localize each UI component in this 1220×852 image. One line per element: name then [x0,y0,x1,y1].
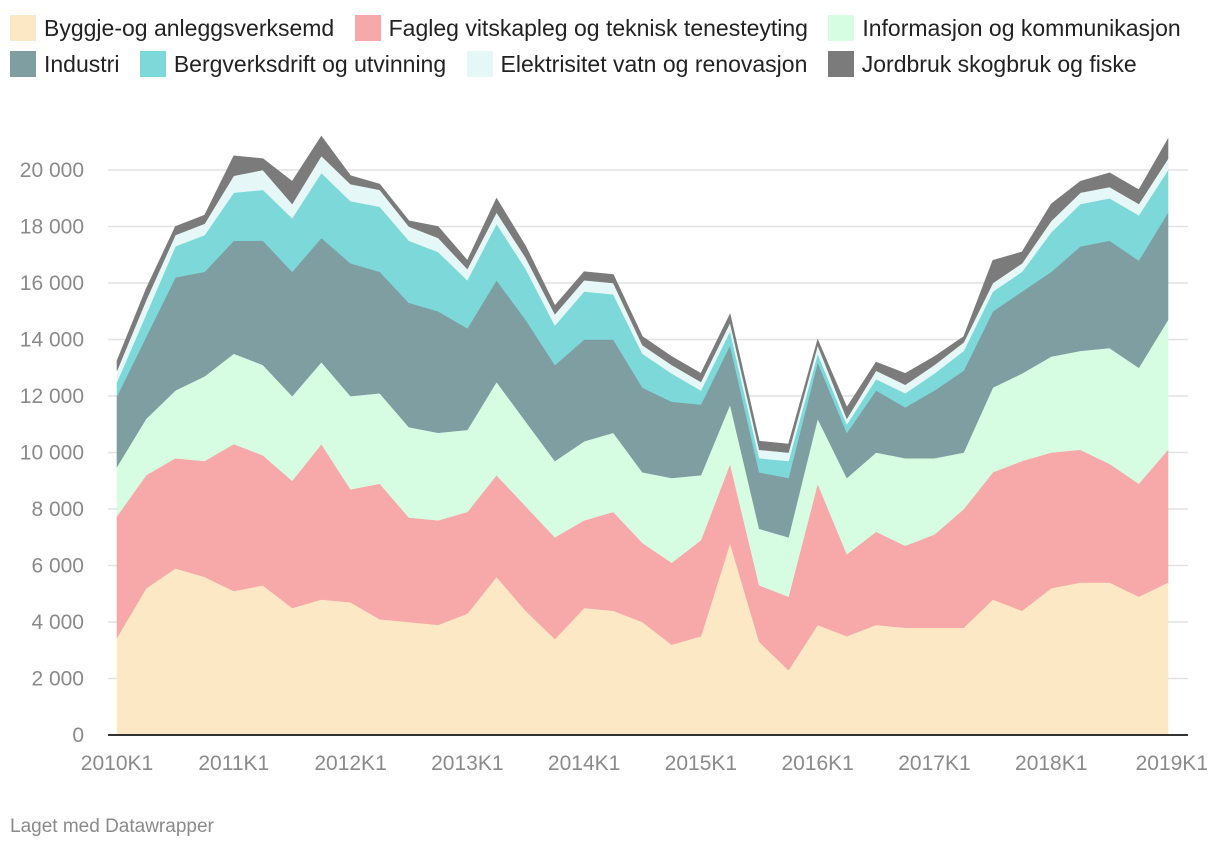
legend-item: Byggje-og anleggsverksemd [10,15,334,41]
legend-item: Elektrisitet vatn og renovasjon [466,51,808,77]
axes: 0 2 000 4 000 6 000 8 000 10 000 12 000 14 000 1… [20,159,1208,775]
x-tick-label: 2015K1 [665,752,737,775]
legend-swatch [10,15,36,41]
legend-swatch [10,51,36,77]
y-tick-label: 8 000 [31,498,84,521]
y-tick-label: 4 000 [31,611,84,634]
x-tick-label: 2013K1 [431,752,503,775]
x-tick-label: 2017K1 [898,752,970,775]
y-tick-label: 6 000 [31,555,84,578]
legend-item: Informasjon og kommunikasjon [828,15,1181,41]
y-tick-label: 10 000 [20,442,84,465]
legend-swatch [466,51,493,77]
legend-label: Bergverksdrift og utvinning [173,51,447,77]
area-series [116,135,1169,453]
credit-text: Laget med Datawrapper [10,816,214,837]
x-tick-label: 2011K1 [198,752,269,775]
legend-label: Elektrisitet vatn og renovasjon [500,51,808,77]
y-tick-label: 16 000 [20,272,84,295]
y-tick-label: 12 000 [20,385,84,408]
x-tick-label: 2018K1 [1015,752,1087,775]
legend-label: Fagleg vitskapleg og teknisk tenesteytin… [388,15,808,41]
legend-swatch [139,51,166,77]
x-tick-label: 2012K1 [314,752,386,775]
y-tick-label: 14 000 [20,329,84,352]
y-tick-label: 2 000 [31,668,84,691]
x-tick-label: 2014K1 [548,752,620,775]
area-series [116,135,1169,736]
legend-item: Fagleg vitskapleg og teknisk tenesteytin… [354,15,808,41]
legend-label: Jordbruk skogbruk og fiske [861,51,1137,77]
legend-label: Industri [44,51,120,77]
legend-swatch [354,15,381,41]
legend-item: Bergverksdrift og utvinning [139,51,447,77]
legend-swatch [828,15,855,41]
x-tick-label: 2010K1 [81,752,153,775]
legend-label: Byggje-og anleggsverksemd [44,15,335,41]
legend-item: Industri [10,51,119,77]
legend-swatch [827,51,854,77]
x-tick-label: 2016K1 [781,752,853,775]
chart-legend: Byggje-og anleggsverksemd Fagleg vitskap… [10,10,1205,82]
legend-label: Informasjon og kommunikasjon [862,15,1181,41]
x-tick-label: 2019K1 [1136,752,1208,775]
y-tick-label: 20 000 [20,159,84,182]
legend-item: Jordbruk skogbruk og fiske [827,51,1137,77]
y-tick-label: 0 [72,724,84,747]
y-tick-label: 18 000 [20,216,84,239]
